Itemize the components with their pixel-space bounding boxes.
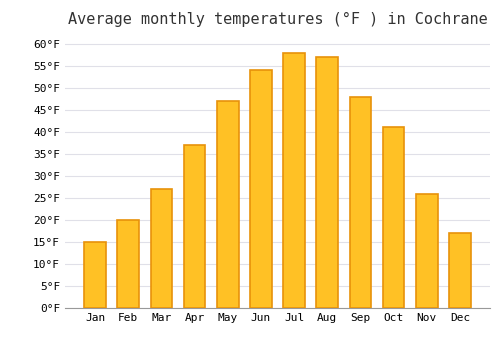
Bar (150, 189, 172, 308)
Bar (217, 101, 238, 308)
Bar (250, 70, 272, 308)
Bar (316, 57, 338, 308)
Bar (84, 242, 106, 308)
Bar (350, 97, 371, 308)
Bar (184, 145, 206, 308)
Bar (449, 233, 470, 308)
Bar (118, 220, 139, 308)
Bar (383, 127, 404, 308)
Bar (284, 52, 305, 308)
Title: Average monthly temperatures (°F ) in Cochrane: Average monthly temperatures (°F ) in Co… (68, 12, 488, 27)
Bar (416, 194, 438, 308)
